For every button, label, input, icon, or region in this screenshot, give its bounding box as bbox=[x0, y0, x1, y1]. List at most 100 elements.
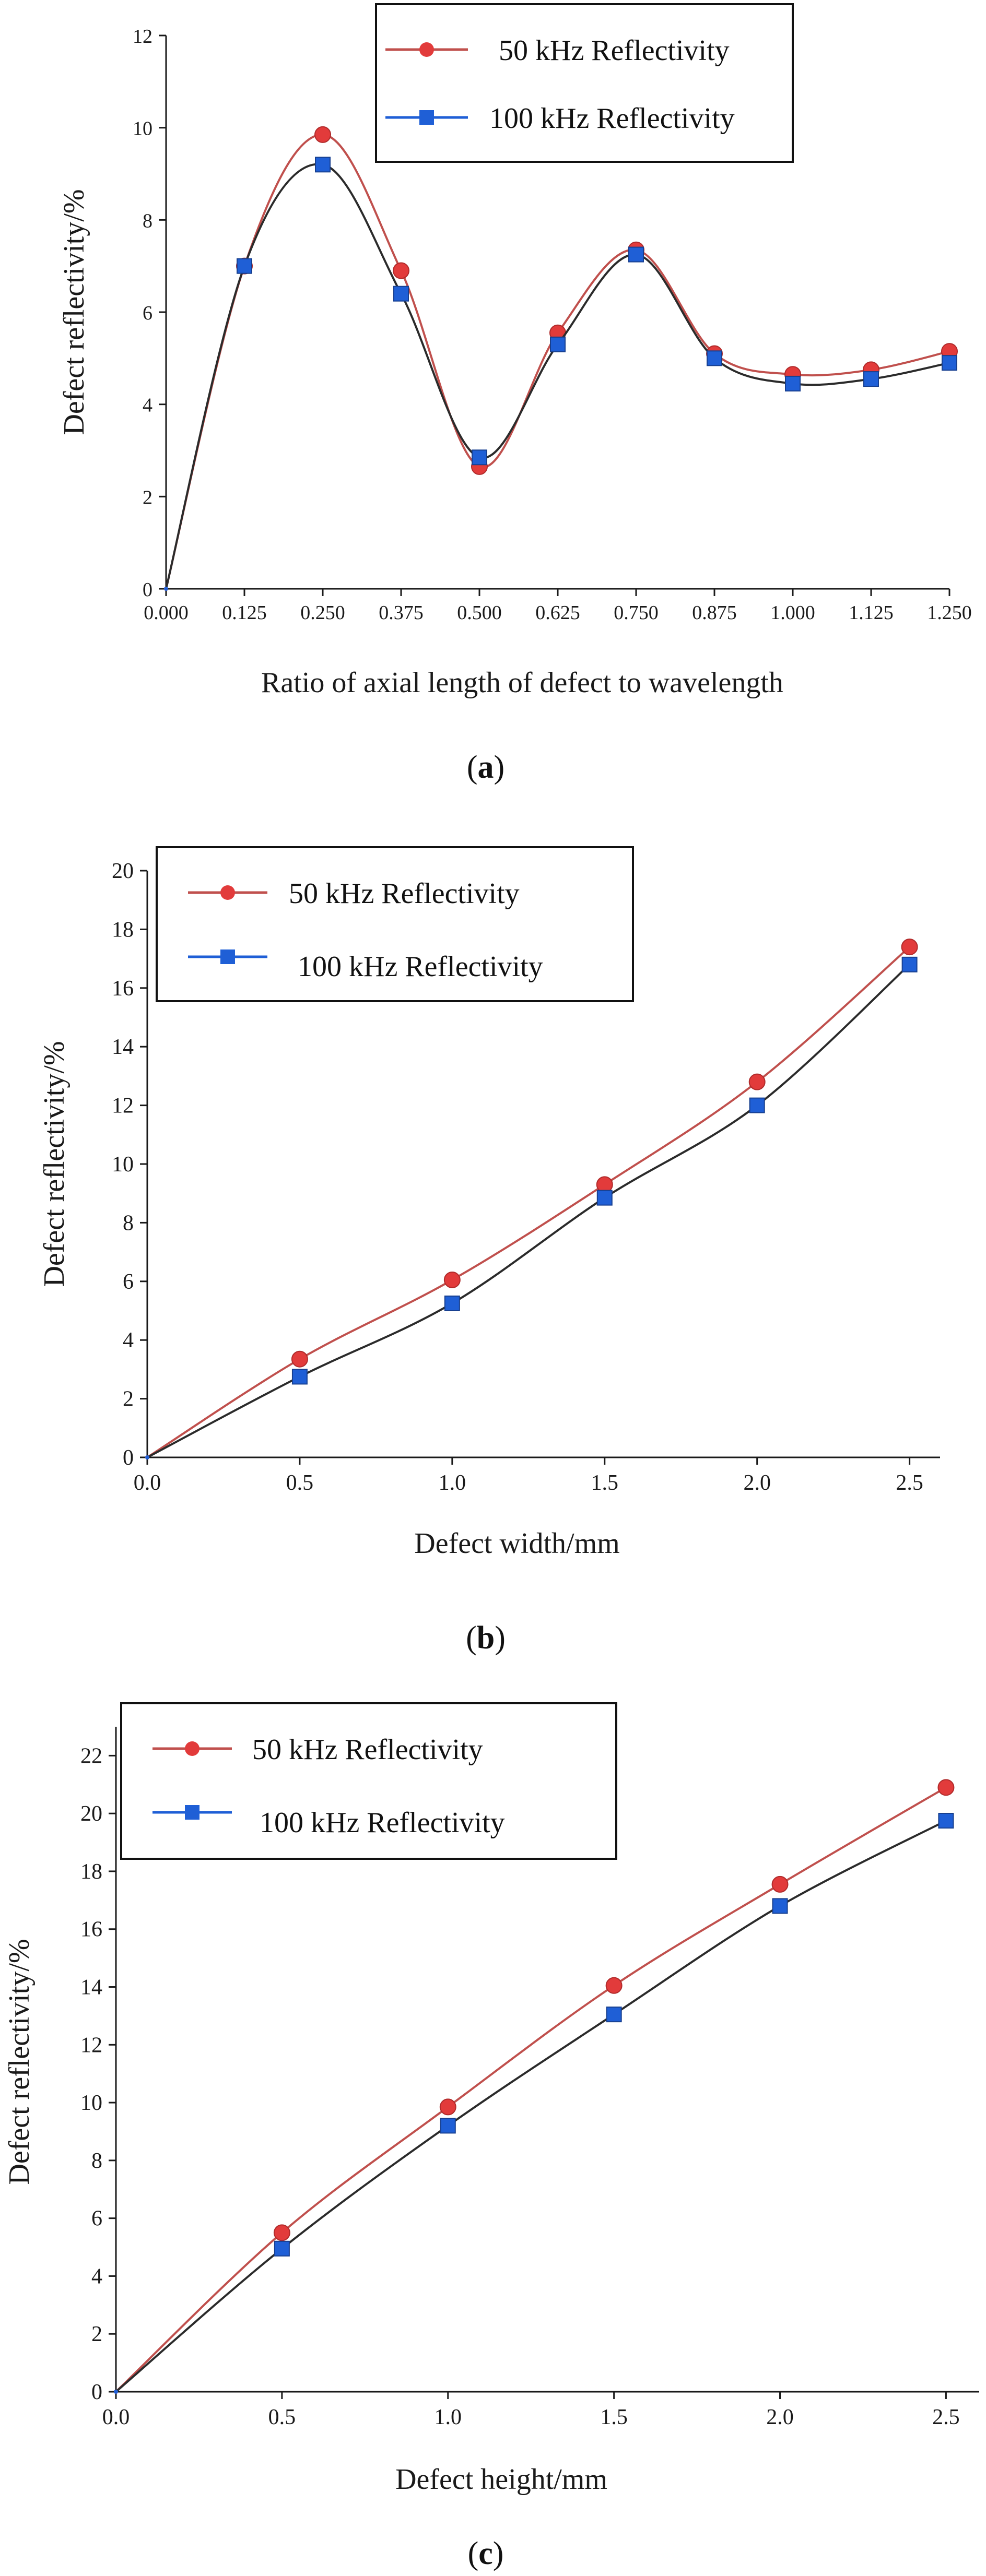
panel-c-point-50khz bbox=[937, 1779, 955, 1796]
panel-b-point-100khz bbox=[444, 1295, 460, 1311]
panel-a-x-axis-title: Ratio of axial length of defect to wavel… bbox=[261, 667, 783, 699]
panel-c-caption-open: ( bbox=[468, 2536, 479, 2571]
chart-panel-b: 0 2 4 6 8 10 12 14 16 18 20 0.0 0.5 1.0 1.5 2.0 2.5 Def… bbox=[38, 846, 940, 1656]
panel-b-y-tick-label: 10 bbox=[112, 1153, 134, 1177]
panel-c-line-100khz bbox=[115, 1820, 947, 2393]
panel-a-point-100khz bbox=[863, 371, 879, 387]
panel-a-x-tick-label: 1.125 bbox=[849, 602, 894, 624]
panel-c-point-50khz bbox=[771, 1875, 789, 1893]
panel-a-x-tick-label: 0.125 bbox=[222, 602, 267, 624]
panel-b-point-100khz bbox=[596, 1190, 613, 1206]
panel-a-x-tick-label: 0.625 bbox=[535, 602, 580, 624]
panel-b-legend-marker-100khz bbox=[220, 949, 235, 964]
panel-c-x-tick-label: 0.5 bbox=[268, 2405, 296, 2429]
panel-b-point-50khz bbox=[443, 1271, 461, 1288]
panel-b-series-100 bbox=[145, 956, 918, 1459]
panel-c-series-50 bbox=[114, 1779, 955, 2394]
panel-a-point-100khz bbox=[315, 157, 331, 173]
panel-c-y-tick-label: 10 bbox=[80, 2091, 102, 2115]
panel-b-y-tick-label: 18 bbox=[112, 918, 134, 942]
panel-c-point-100khz bbox=[440, 2118, 456, 2134]
panel-c-point-100khz bbox=[114, 2390, 118, 2394]
panel-c-caption-close: ) bbox=[493, 2536, 504, 2571]
panel-c-x-axis-title: Defect height/mm bbox=[395, 2463, 607, 2496]
panel-a-caption: (a) bbox=[467, 750, 504, 785]
panel-b-x-tick-label: 2.5 bbox=[896, 1471, 923, 1495]
panel-b-point-100khz bbox=[145, 1455, 149, 1459]
panel-b-line-100khz bbox=[146, 963, 911, 1458]
chart-panel-a: 0 2 4 6 8 10 12 0.000 0.125 0.250 0.375 0.500 0.625… bbox=[58, 3, 972, 785]
panel-b-point-50khz bbox=[748, 1073, 766, 1090]
panel-c-series-100 bbox=[114, 1813, 954, 2394]
panel-a-point-100khz bbox=[472, 449, 487, 466]
panel-c-y-tick-label: 20 bbox=[80, 1802, 102, 1826]
panel-c-y-axis-title: Defect reflectivity/% bbox=[3, 1939, 36, 2185]
panel-c-legend-label-50khz: 50 kHz Reflectivity bbox=[252, 1734, 483, 1766]
panel-c-y-ticks: 0 2 4 6 8 10 12 14 16 18 20 22 bbox=[80, 1744, 116, 2404]
panel-a-y-tick-label: 6 bbox=[143, 302, 152, 324]
panel-c-point-100khz bbox=[274, 2240, 290, 2257]
panel-a-point-100khz bbox=[164, 587, 168, 591]
panel-a-x-tick-label: 1.250 bbox=[927, 602, 972, 624]
panel-c-markers-100khz bbox=[114, 1813, 954, 2394]
panel-b-y-tick-label: 6 bbox=[123, 1270, 134, 1294]
panel-b-caption: (b) bbox=[466, 1620, 506, 1656]
panel-b-caption-open: ( bbox=[466, 1620, 477, 1656]
panel-a-x-ticks: 0.000 0.125 0.250 0.375 0.500 0.625 0.750 0.875… bbox=[144, 589, 972, 624]
panel-c-y-tick-label: 22 bbox=[80, 1744, 102, 1768]
panel-c-y-tick-label: 0 bbox=[91, 2380, 102, 2404]
panel-a-y-ticks: 0 2 4 6 8 10 12 bbox=[133, 26, 166, 601]
panel-b-series-50 bbox=[145, 939, 918, 1459]
panel-a-x-tick-label: 0.375 bbox=[379, 602, 424, 624]
panel-c-y-tick-label: 6 bbox=[91, 2207, 102, 2231]
panel-a-x-tick-label: 0.750 bbox=[614, 602, 659, 624]
panel-b-y-tick-label: 4 bbox=[123, 1328, 134, 1352]
panel-c-axes bbox=[115, 1727, 979, 2393]
panel-a-x-tick-label: 0.875 bbox=[692, 602, 737, 624]
panel-b-point-100khz bbox=[291, 1369, 308, 1385]
panel-c-y-tick-label: 2 bbox=[91, 2322, 102, 2346]
panel-b-legend-label-100khz: 100 kHz Reflectivity bbox=[298, 951, 543, 983]
panel-c-point-100khz bbox=[772, 1898, 788, 1914]
panel-a-point-50khz bbox=[314, 126, 331, 143]
panel-a-y-tick-label: 4 bbox=[143, 395, 152, 417]
panel-c-caption-label: c bbox=[478, 2536, 493, 2571]
panel-a-y-tick-label: 2 bbox=[143, 486, 152, 508]
panel-a-y-tick-label: 8 bbox=[143, 210, 152, 232]
panel-a-caption-open: ( bbox=[467, 750, 478, 785]
panel-a-point-100khz bbox=[785, 375, 801, 391]
panel-a-y-tick-label: 0 bbox=[143, 579, 152, 601]
panel-c-markers-50khz bbox=[114, 1779, 955, 2394]
panel-a-point-100khz bbox=[393, 286, 409, 302]
panel-b-x-ticks: 0.0 0.5 1.0 1.5 2.0 2.5 bbox=[134, 1457, 923, 1495]
panel-a-legend-box bbox=[375, 3, 794, 163]
panel-b-legend-box bbox=[156, 846, 634, 1002]
panel-a-y-axis-title: Defect reflectivity/% bbox=[58, 189, 90, 435]
panel-c-y-tick-label: 8 bbox=[91, 2149, 102, 2173]
panel-c-legend-marker-100khz bbox=[185, 1805, 199, 1820]
panel-b-point-100khz bbox=[901, 956, 918, 972]
panel-a-y-tick-label: 10 bbox=[133, 118, 152, 140]
panel-b-x-tick-label: 0.0 bbox=[134, 1471, 161, 1495]
panel-c-x-tick-label: 1.0 bbox=[435, 2405, 462, 2429]
panel-c-caption: (c) bbox=[468, 2536, 504, 2571]
panel-a-point-50khz bbox=[393, 262, 409, 279]
panel-b-y-tick-label: 2 bbox=[123, 1387, 134, 1411]
panel-a-legend-marker-50khz bbox=[419, 42, 434, 57]
panel-a-y-tick-label: 12 bbox=[133, 26, 152, 48]
panel-a-caption-label: a bbox=[478, 750, 494, 785]
panel-a-legend: 50 kHz Reflectivity 100 kHz Reflectivity bbox=[375, 3, 794, 163]
chart-panel-c: 0 2 4 6 8 10 12 14 16 18 20 22 0.0 0.5 1.0 1.5 2.0 2.5 D… bbox=[3, 1702, 979, 2571]
panel-b-x-tick-label: 0.5 bbox=[286, 1471, 314, 1495]
panel-a-series-100 bbox=[164, 157, 957, 591]
panel-c-y-tick-label: 16 bbox=[80, 1918, 102, 1942]
panel-b-y-tick-label: 0 bbox=[123, 1446, 134, 1470]
panel-b-point-100khz bbox=[749, 1097, 765, 1113]
panel-b-line-50khz bbox=[146, 946, 911, 1458]
panel-c-point-100khz bbox=[606, 2007, 622, 2023]
panel-b-y-tick-label: 20 bbox=[112, 859, 134, 883]
panel-c-x-tick-label: 2.0 bbox=[766, 2405, 794, 2429]
panel-a-point-100khz bbox=[707, 350, 722, 366]
panel-a-series-50 bbox=[164, 126, 958, 591]
